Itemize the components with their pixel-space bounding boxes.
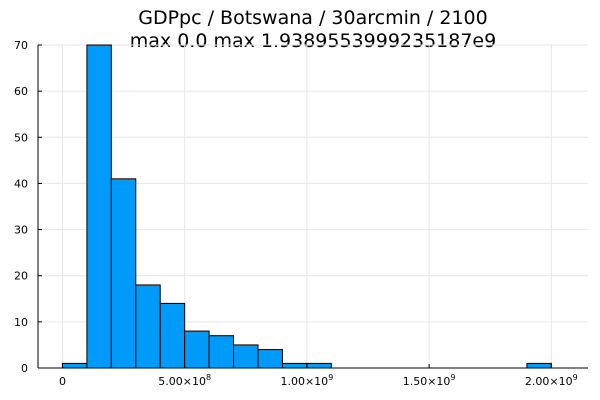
histogram-bar: [233, 344, 259, 369]
y-tick-label: 20: [14, 270, 28, 283]
y-tick-label: 0: [21, 362, 28, 375]
chart-title: GDPpc / Botswana / 30arcmin / 2100 max 0…: [130, 7, 496, 52]
histogram-bar: [86, 44, 112, 369]
histogram-bar: [306, 362, 332, 369]
x-tick-exponent: 8: [206, 373, 211, 382]
tick-labels: 0 10 20 30 40 50 60 70 0 5.00×108 1.00×109 1.50×109…: [14, 39, 578, 388]
x-tick-label: 1.50×109: [403, 373, 456, 388]
y-tick-label: 10: [14, 316, 28, 329]
histogram-bar: [61, 362, 88, 369]
x-tick-label: 0: [59, 375, 66, 388]
y-tick-label: 50: [14, 131, 28, 144]
title-line-1: GDPpc / Botswana / 30arcmin / 2100: [138, 7, 487, 29]
y-tick-label: 30: [14, 224, 28, 237]
title-line-2: max 0.0 max 1.9389553999235187e9: [130, 30, 496, 52]
y-tick-label: 60: [14, 85, 28, 98]
histogram-bar: [159, 302, 186, 369]
y-tick-label: 70: [14, 39, 28, 52]
histogram-bar: [184, 330, 210, 369]
x-tick-exponent: 9: [450, 373, 455, 382]
bars: [61, 44, 552, 369]
x-tick-label: 1.00×109: [280, 373, 333, 388]
x-tick-exponent: 9: [328, 373, 333, 382]
histogram-bar: [208, 335, 235, 369]
histogram-bar: [281, 362, 308, 369]
x-tick-exponent: 9: [573, 373, 578, 382]
y-tick-label: 40: [14, 177, 28, 190]
histogram-bar: [526, 362, 552, 369]
histogram-bar: [135, 284, 161, 369]
histogram-bar: [257, 349, 283, 369]
histogram-bar: [110, 178, 137, 369]
x-tick-label: 5.00×108: [158, 373, 211, 388]
x-tick-label: 2.00×109: [525, 373, 578, 388]
axes: [37, 44, 588, 369]
